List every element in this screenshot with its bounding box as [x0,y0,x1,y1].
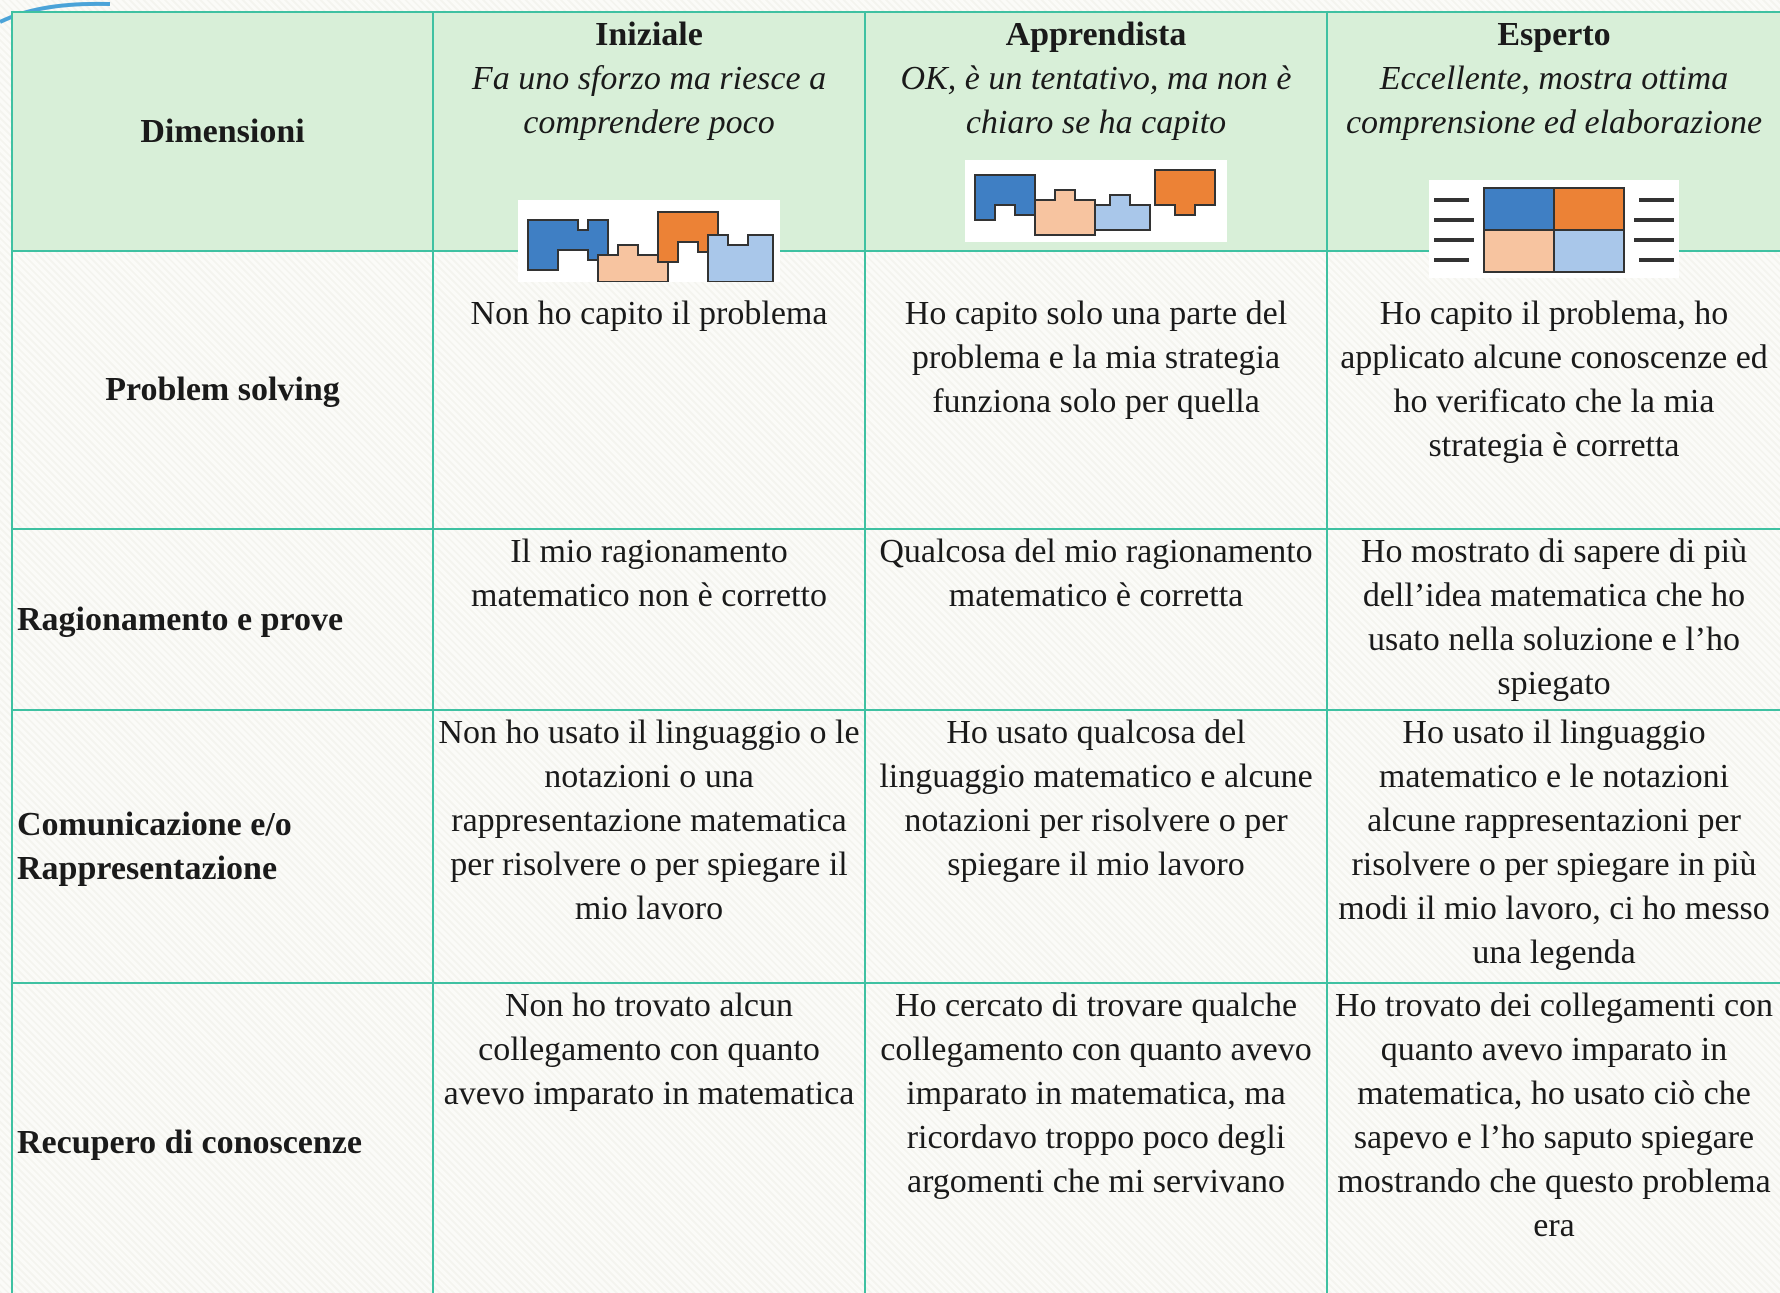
level-title: Iniziale [595,16,703,53]
rubric-cell: Ho usato qualcosa del linguaggio matemat… [864,709,1328,984]
rubric-cell: Ho trovato dei collegamenti con quanto a… [1326,982,1780,1293]
rubric-cell: Non ho capito il problema [432,250,866,530]
dimension-header: Dimensioni [11,11,434,252]
puzzle-icon [1429,180,1679,278]
level-header: Apprendista OK, è un tentativo, ma non è… [864,11,1328,252]
rubric-cell: Ho cercato di trovare qualche collegamen… [864,982,1328,1293]
decor-swoosh [0,1,111,24]
table-row: Ragionamento e prove Il mio ragionamento … [11,528,1780,711]
level-header: Iniziale Fa uno sforzo ma riesce a compr… [432,11,866,282]
table-row: Comunicazione e/o Rappresentazione Non ho… [11,709,1780,984]
rubric-cell: Ho capito il problema, ho applicato alcu… [1326,250,1780,530]
level-title: Apprendista [1005,16,1187,53]
puzzle-icon [965,160,1227,242]
rubric-table: Dimensioni Iniziale Fa uno sforzo ma rie… [11,11,1780,1293]
rubric-cell: Ho mostrato di sapere di più dell’idea m… [1326,528,1780,711]
rubric-cell: Non ho usato il linguaggio o le notazion… [432,709,866,984]
table-row: Problem solving Non ho capito il problema… [11,250,1780,530]
level-description: OK, è un tentativo, ma non è chiaro se h… [900,60,1292,141]
dimension-cell: Problem solving [11,250,434,530]
rubric-cell: Qualcosa del mio ragionamento matematico… [864,528,1328,711]
dimension-cell: Ragionamento e prove [11,528,434,711]
level-header: Esperto Eccellente, mostra ottima compre… [1326,11,1780,278]
rubric-cell: Non ho trovato alcun collegamento con qu… [432,982,866,1293]
dimension-cell: Recupero di conoscenze [11,982,434,1293]
table-row: Recupero di conoscenze Non ho trovato alc… [11,982,1780,1293]
puzzle-icon [518,200,780,282]
rubric-cell: Il mio ragionamento matematico non è cor… [432,528,866,711]
header-row: Dimensioni Iniziale Fa uno sforzo ma rie… [11,11,1780,282]
level-description: Fa uno sforzo ma riesce a comprendere po… [471,60,827,141]
rubric-cell: Ho capito solo una parte del problema e … [864,250,1328,530]
level-title: Esperto [1497,16,1611,53]
dimension-cell: Comunicazione e/o Rappresentazione [11,709,434,984]
rubric-cell: Ho usato il linguaggio matematico e le n… [1326,709,1780,984]
level-description: Eccellente, mostra ottima comprensione e… [1345,60,1763,141]
